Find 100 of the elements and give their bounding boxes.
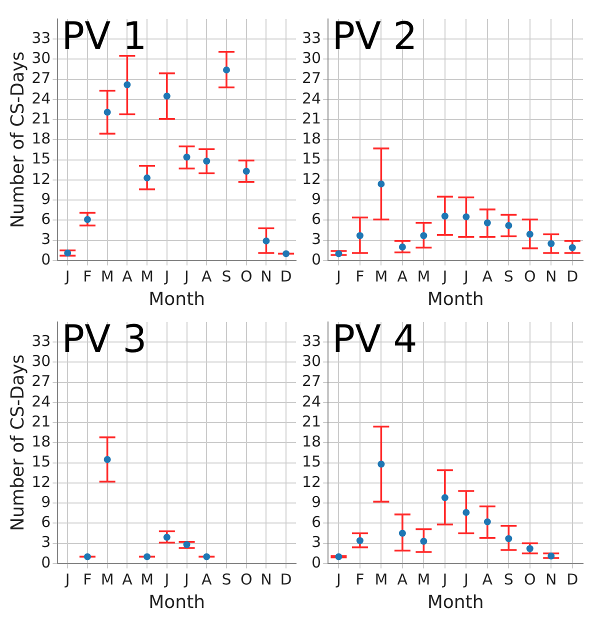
x-tick-label: O (524, 267, 536, 286)
x-tick-label: F (83, 570, 92, 588)
x-tick-label: A (482, 267, 494, 286)
y-tick-label: 0 (41, 250, 51, 268)
y-tick-label: 6 (312, 513, 322, 532)
y-tick-label: 12 (32, 170, 51, 188)
y-tick-label: 15 (32, 452, 51, 471)
y-tick-label: 12 (302, 472, 322, 491)
point (183, 154, 190, 161)
x-tick-label: S (504, 570, 514, 588)
y-tick-label: 0 (312, 553, 322, 572)
x-tick-label: N (260, 267, 272, 286)
point (462, 508, 470, 516)
point (64, 250, 72, 257)
x-tick-label: J (335, 570, 341, 588)
x-tick-label: A (202, 267, 212, 286)
x-tick-label: S (504, 267, 514, 286)
y-tick-label: 18 (302, 130, 322, 148)
point (203, 158, 210, 165)
x-tick-label: M (417, 267, 430, 286)
chart-title: PV 2 (332, 14, 418, 58)
y-tick-label: 27 (32, 69, 51, 88)
point (441, 212, 448, 220)
x-axis-title: Month (148, 288, 206, 310)
x-tick-label: M (417, 570, 430, 588)
y-tick-label: 15 (302, 452, 322, 471)
y-tick-label: 6 (41, 210, 51, 228)
point (484, 219, 491, 226)
x-axis-title: Month (148, 592, 206, 613)
x-axis-title: Month (427, 592, 484, 613)
y-tick-label: 3 (41, 533, 51, 552)
point (222, 66, 230, 74)
y-tick-label: 30 (32, 49, 51, 68)
point (398, 530, 406, 537)
y-tick-label: 30 (32, 352, 51, 370)
y-tick-label: 24 (32, 89, 51, 108)
y-tick-label: 9 (41, 190, 51, 208)
y-tick-label: 15 (302, 150, 322, 168)
x-tick-label: M (140, 570, 154, 588)
x-tick-label: F (356, 570, 364, 588)
point (124, 81, 131, 88)
y-tick-label: 3 (41, 230, 51, 248)
y-tick-label: 24 (302, 392, 322, 410)
point (242, 168, 250, 175)
x-tick-label: J (164, 570, 170, 588)
point (548, 552, 555, 560)
y-tick-label: 12 (32, 472, 51, 491)
x-tick-label: N (260, 570, 272, 588)
x-tick-label: J (164, 267, 170, 286)
y-axis-title: Number of CS-Days (7, 51, 28, 228)
point (104, 456, 111, 463)
x-axis-title: Month (427, 288, 484, 310)
point (144, 553, 151, 560)
x-tick-label: F (356, 267, 364, 286)
point (462, 213, 470, 220)
point (163, 92, 170, 100)
y-tick-label: 30 (302, 49, 322, 68)
point (356, 232, 364, 240)
y-tick-label: 9 (41, 492, 51, 511)
x-tick-label: D (280, 570, 292, 588)
y-tick-label: 21 (32, 109, 51, 128)
y-axis-title: Number of CS-Days (7, 354, 28, 531)
y-tick-label: 12 (302, 170, 322, 188)
x-tick-label: O (240, 570, 252, 588)
point (203, 553, 210, 560)
point (282, 250, 290, 258)
x-tick-label: M (374, 570, 388, 588)
y-tick-label: 3 (312, 533, 322, 552)
x-tick-label: J (335, 267, 341, 286)
x-tick-label: A (482, 570, 494, 588)
x-tick-label: F (83, 267, 92, 286)
y-tick-label: 24 (302, 89, 322, 108)
point (420, 538, 428, 545)
point (335, 553, 342, 560)
y-tick-label: 18 (32, 130, 51, 148)
chart-title: PV 1 (62, 14, 147, 58)
point (484, 518, 491, 526)
point (378, 180, 385, 188)
x-tick-label: S (222, 267, 232, 286)
point (441, 494, 448, 502)
x-tick-label: N (546, 570, 557, 588)
point (104, 108, 111, 116)
y-tick-label: 27 (302, 69, 322, 88)
y-tick-label: 27 (302, 372, 322, 390)
x-tick-label: J (64, 570, 70, 588)
point (335, 250, 342, 258)
y-tick-label: 6 (41, 513, 51, 532)
point (144, 174, 151, 182)
point (505, 535, 512, 542)
y-tick-label: 33 (32, 29, 51, 48)
x-tick-label: M (374, 267, 388, 286)
x-tick-label: J (462, 267, 468, 286)
x-tick-label: A (202, 570, 212, 588)
x-tick-label: M (100, 570, 114, 588)
x-tick-label: J (442, 570, 448, 588)
x-tick-label: M (100, 267, 114, 286)
y-tick-label: 6 (312, 210, 322, 228)
x-tick-label: A (122, 267, 134, 286)
point (183, 541, 190, 548)
y-tick-label: 9 (312, 492, 322, 511)
